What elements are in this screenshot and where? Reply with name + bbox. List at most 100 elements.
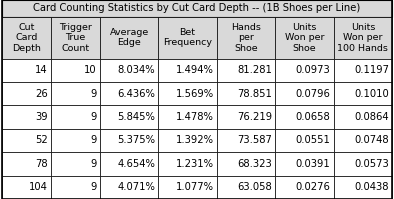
Text: 0.0438: 0.0438 [354,182,389,192]
Text: 10: 10 [84,65,97,75]
Bar [2,152,51,176]
Text: 76.219: 76.219 [237,112,272,122]
Bar [217,105,275,129]
Text: 9: 9 [90,89,97,99]
Text: 104: 104 [29,182,48,192]
Text: Hands
per
Shoe: Hands per Shoe [231,23,261,53]
Text: Units
Won per
Shoe: Units Won per Shoe [284,23,324,53]
Text: Average
Edge: Average Edge [110,28,149,47]
Bar [217,59,275,82]
Bar [51,59,100,82]
Bar [2,0,392,17]
Text: 39: 39 [35,112,48,122]
Bar [2,176,51,199]
Bar [158,176,217,199]
Bar [334,105,392,129]
Text: 6.436%: 6.436% [117,89,155,99]
Text: 78.851: 78.851 [237,89,272,99]
Bar [51,152,100,176]
Bar [334,82,392,105]
Text: 0.0276: 0.0276 [296,182,331,192]
Bar [275,59,334,82]
Text: 81.281: 81.281 [237,65,272,75]
Text: 0.0748: 0.0748 [354,136,389,145]
Text: 9: 9 [90,112,97,122]
Bar [158,82,217,105]
Text: 5.375%: 5.375% [117,136,155,145]
Bar [2,17,51,59]
Bar [2,82,51,105]
Bar [51,82,100,105]
Bar [2,129,51,152]
Bar [334,59,392,82]
Bar [334,176,392,199]
Text: Cut
Card
Depth: Cut Card Depth [12,23,41,53]
Bar [51,176,100,199]
Text: Bet
Frequency: Bet Frequency [163,28,212,47]
Bar [217,152,275,176]
Text: 0.0864: 0.0864 [354,112,389,122]
Bar [100,129,158,152]
Bar [100,17,158,59]
Bar [2,59,51,82]
Text: Trigger
True
Count: Trigger True Count [59,23,92,53]
Text: 1.077%: 1.077% [176,182,214,192]
Text: 0.0551: 0.0551 [296,136,331,145]
Bar [217,129,275,152]
Text: 52: 52 [35,136,48,145]
Bar [158,17,217,59]
Text: 14: 14 [35,65,48,75]
Text: 1.231%: 1.231% [176,159,214,169]
Text: 5.845%: 5.845% [117,112,155,122]
Text: 9: 9 [90,159,97,169]
Text: 0.0658: 0.0658 [296,112,331,122]
Text: 0.0796: 0.0796 [296,89,331,99]
Text: 1.392%: 1.392% [176,136,214,145]
Text: Units
Won per
100 Hands: Units Won per 100 Hands [337,23,388,53]
Text: 1.478%: 1.478% [176,112,214,122]
Bar [2,105,51,129]
Text: 0.0573: 0.0573 [354,159,389,169]
Bar [158,129,217,152]
Bar [334,17,392,59]
Bar [158,59,217,82]
Text: 8.034%: 8.034% [117,65,155,75]
Text: 26: 26 [35,89,48,99]
Text: 0.1010: 0.1010 [354,89,389,99]
Text: 0.1197: 0.1197 [354,65,389,75]
Bar [158,105,217,129]
Bar [51,17,100,59]
Bar [275,17,334,59]
Bar [217,82,275,105]
Bar [100,152,158,176]
Bar [334,129,392,152]
Text: 1.569%: 1.569% [175,89,214,99]
Bar [217,17,275,59]
Bar [275,105,334,129]
Bar [275,152,334,176]
Bar [100,82,158,105]
Text: 4.654%: 4.654% [117,159,155,169]
Text: 68.323: 68.323 [237,159,272,169]
Bar [217,176,275,199]
Bar [158,152,217,176]
Bar [334,152,392,176]
Text: 63.058: 63.058 [237,182,272,192]
Text: 0.0973: 0.0973 [296,65,331,75]
Text: 0.0391: 0.0391 [296,159,331,169]
Text: 4.071%: 4.071% [117,182,155,192]
Bar [51,129,100,152]
Bar [275,82,334,105]
Text: 9: 9 [90,136,97,145]
Bar [275,176,334,199]
Text: 1.494%: 1.494% [176,65,214,75]
Bar [100,59,158,82]
Text: Card Counting Statistics by Cut Card Depth -- (1B Shoes per Line): Card Counting Statistics by Cut Card Dep… [33,3,361,13]
Text: 73.587: 73.587 [237,136,272,145]
Text: 78: 78 [35,159,48,169]
Bar [275,129,334,152]
Text: 9: 9 [90,182,97,192]
Bar [51,105,100,129]
Bar [100,176,158,199]
Bar [100,105,158,129]
